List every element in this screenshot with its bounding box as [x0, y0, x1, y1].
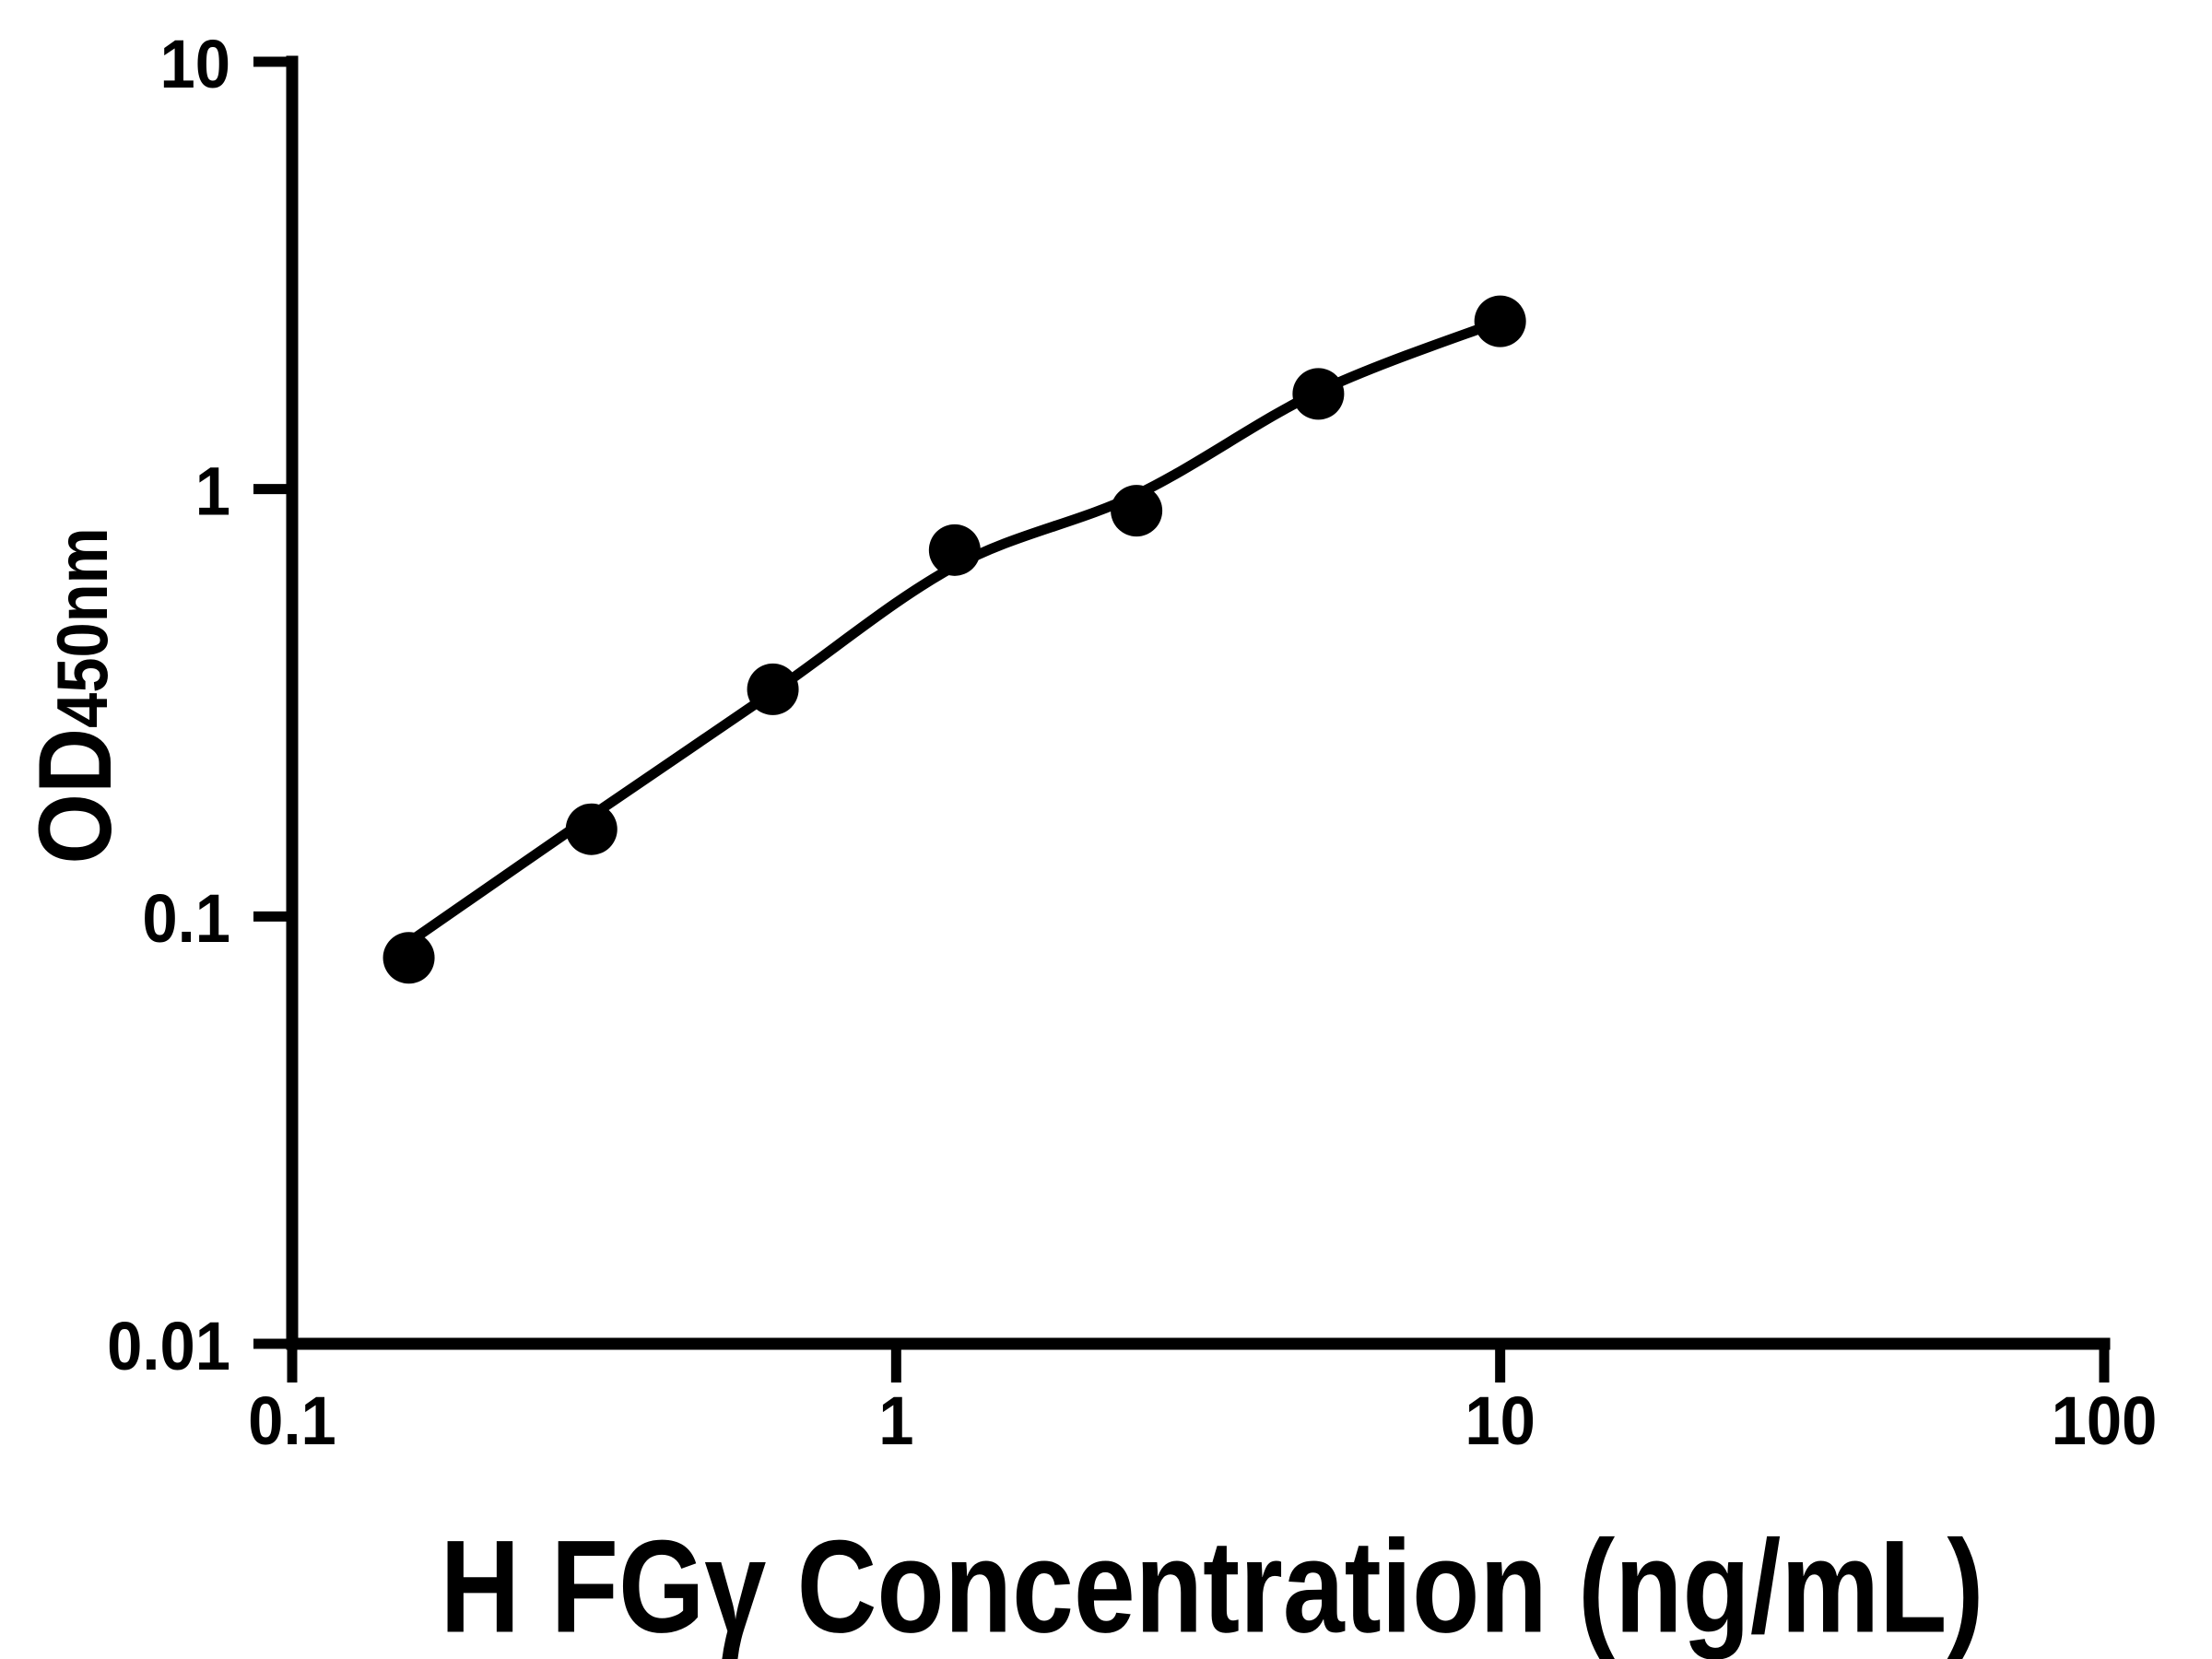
y-tick-label: 10	[159, 27, 230, 103]
data-point	[928, 524, 981, 576]
y-axis-title-subscript: 450nm	[41, 527, 123, 728]
x-tick-label: 1	[878, 1383, 913, 1460]
x-tick-label: 100	[2052, 1383, 2158, 1460]
x-tick-label: 0.1	[248, 1383, 336, 1460]
y-axis-title: OD 450nm	[18, 527, 133, 865]
y-tick-label: 1	[195, 453, 230, 530]
y-tick-label: 0.1	[142, 881, 230, 958]
x-tick-label: 10	[1465, 1383, 1535, 1460]
data-point	[747, 663, 799, 715]
data-point	[1111, 485, 1163, 537]
data-point	[565, 803, 618, 855]
y-tick-label: 0.01	[107, 1309, 230, 1385]
y-axis-title-main: OD	[18, 727, 133, 865]
data-point	[382, 932, 435, 984]
data-point	[1292, 368, 1345, 420]
x-axis-title: H FGγ Concentration (ng/mL)	[440, 1513, 1984, 1659]
data-point	[1474, 295, 1526, 347]
fit-curve-line	[404, 316, 1506, 947]
